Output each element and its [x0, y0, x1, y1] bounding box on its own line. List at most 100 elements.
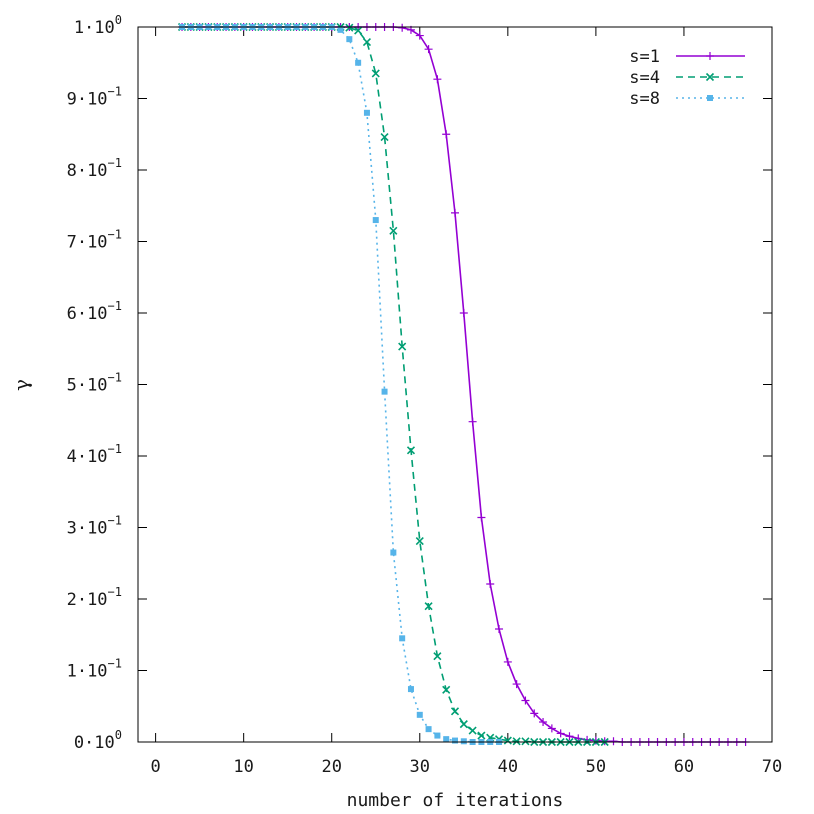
data-point: [443, 736, 450, 743]
x-tick-labels: 0 10 20 30 40 50 60 70: [150, 757, 782, 777]
y-tick-label: 1·100: [74, 13, 122, 38]
y-tick-exponent: −1: [108, 442, 122, 456]
y-tick-mantissa: 9·10: [67, 90, 108, 110]
data-point: [381, 388, 388, 395]
data-point: [521, 696, 530, 705]
y-tick-label: 4·10−1: [67, 442, 122, 467]
y-tick-mantissa: 0·10: [74, 733, 115, 753]
data-point: [434, 732, 441, 739]
data-point: [591, 736, 600, 745]
x-tick-label: 10: [233, 757, 253, 777]
y-tick-label: 8·10−1: [67, 156, 122, 181]
data-point: [495, 625, 504, 634]
x-tick-label: 40: [498, 757, 518, 777]
y-tick-exponent: −1: [108, 657, 122, 671]
y-tick-label: 9·10−1: [67, 85, 122, 110]
data-point: [477, 731, 486, 740]
y-tick-exponent: −1: [108, 85, 122, 99]
data-point: [416, 711, 423, 718]
data-point: [346, 36, 353, 43]
legend-label: s=4: [629, 68, 660, 88]
data-point: [380, 133, 389, 142]
legend-item: s=1: [629, 47, 745, 67]
data-point: [337, 26, 344, 33]
axis-ticks: [138, 26, 773, 743]
data-point: [363, 109, 370, 116]
y-tick-mantissa: 4·10: [67, 447, 108, 467]
y-tick-exponent: −1: [108, 228, 122, 242]
data-point: [452, 737, 458, 744]
y-tick-mantissa: 5·10: [67, 376, 108, 396]
data-point: [415, 537, 424, 546]
data-point: [486, 579, 495, 588]
data-point: [415, 31, 424, 40]
data-point: [362, 37, 372, 47]
data-point: [371, 69, 380, 78]
x-tick-label: 50: [586, 757, 606, 777]
data-point: [530, 709, 539, 718]
data-point: [565, 732, 574, 741]
data-point: [512, 680, 521, 689]
x-tick-label: 0: [150, 757, 160, 777]
data-point: [399, 635, 406, 642]
y-tick-mantissa: 6·10: [67, 304, 108, 324]
y-tick-mantissa: 8·10: [67, 161, 108, 181]
data-point: [433, 652, 442, 661]
legend-label: s=1: [629, 47, 660, 67]
y-tick-mantissa: 1·10: [74, 18, 115, 38]
y-tick-exponent: 0: [115, 13, 122, 27]
y-tick-mantissa: 3·10: [67, 519, 108, 539]
y-tick-exponent: −1: [108, 156, 122, 170]
data-point: [547, 724, 556, 733]
x-axis-title: number of iterations: [347, 790, 564, 811]
data-point: [477, 513, 486, 522]
x-tick-label: 20: [321, 757, 341, 777]
data-point: [372, 217, 379, 224]
series-line: [182, 26, 746, 743]
y-tick-mantissa: 1·10: [67, 662, 108, 682]
data-point: [398, 23, 407, 32]
legend-marker: [706, 52, 714, 60]
x-tick-label: 70: [762, 757, 782, 777]
y-tick-exponent: −1: [108, 299, 122, 313]
y-tick-exponent: −1: [108, 371, 122, 385]
data-point: [468, 726, 477, 735]
data-point: [609, 737, 618, 746]
series-line: [182, 26, 605, 743]
y-tick-exponent: −1: [108, 585, 122, 599]
data-point: [354, 26, 363, 35]
data-point: [460, 738, 467, 745]
legend-item: s=4: [629, 68, 745, 88]
y-tick-label: 3·10−1: [67, 514, 122, 539]
series-layer: [177, 22, 750, 747]
data-point: [521, 737, 530, 746]
data-point: [442, 685, 451, 694]
legend: s=1s=4s=8: [629, 47, 745, 109]
data-point: [424, 602, 433, 611]
data-point: [468, 417, 477, 426]
series-s=4: [177, 22, 609, 747]
y-tick-labels: 0·1001·10−12·10−13·10−14·10−15·10−16·10−…: [67, 13, 122, 753]
data-point: [406, 446, 416, 455]
legend-label: s=8: [629, 89, 660, 109]
y-tick-label: 1·10−1: [67, 657, 122, 682]
data-point: [389, 226, 398, 235]
y-tick-label: 2·10−1: [67, 585, 122, 610]
plot-frame: [137, 26, 773, 743]
series-s=8: [179, 24, 503, 745]
data-point: [503, 657, 512, 666]
legend-marker: [707, 95, 713, 101]
y-tick-mantissa: 7·10: [67, 233, 108, 253]
x-tick-label: 60: [674, 757, 694, 777]
legend-marker: [705, 72, 715, 82]
data-point: [433, 75, 442, 84]
data-point: [345, 23, 354, 32]
y-tick-exponent: −1: [108, 514, 122, 528]
y-tick-label: 0·100: [74, 728, 122, 753]
data-point: [390, 549, 397, 556]
y-tick-label: 7·10−1: [67, 228, 122, 253]
legend-item: s=8: [629, 89, 745, 109]
data-point: [539, 717, 548, 726]
data-point: [442, 130, 451, 139]
